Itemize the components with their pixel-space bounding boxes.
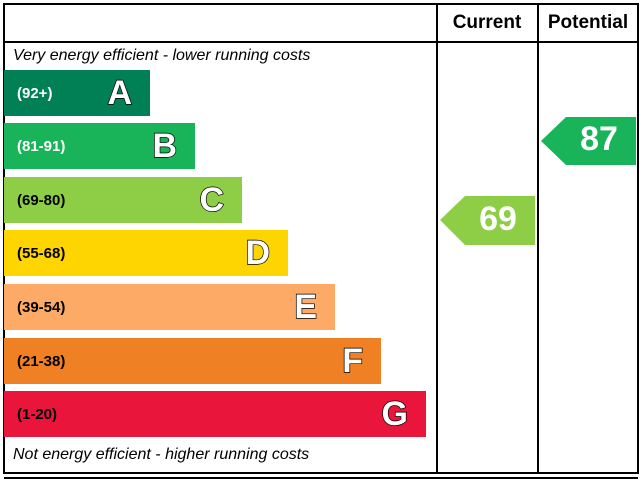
band-letter: B [152, 127, 177, 165]
bands: (92+) A (81-91) B (69-80) C (55-68) D (39-54) E (2… [4, 70, 426, 437]
bottom-note: Not energy efficient - higher running co… [13, 446, 309, 463]
band-letter: E [294, 288, 317, 326]
band-range: (92+) [17, 85, 52, 102]
frame [3, 3, 639, 479]
band-bar [4, 338, 381, 384]
band-range: (55-68) [17, 245, 65, 262]
arrow-shape [541, 117, 636, 165]
band-letter: G [382, 395, 408, 433]
band-bar [4, 70, 150, 116]
band-range: (1-20) [17, 406, 57, 423]
potential-arrow: 87 [541, 117, 636, 165]
band-bar [4, 123, 195, 169]
band-letter: F [342, 342, 363, 380]
top-note: Very energy efficient - lower running co… [13, 47, 310, 64]
potential-header: Potential [548, 12, 628, 33]
band-bar [4, 230, 288, 276]
band-letter: A [107, 74, 132, 112]
band-letter: D [245, 234, 270, 272]
band-range: (39-54) [17, 299, 65, 316]
current-arrow: 69 [440, 196, 535, 245]
band-range: (21-38) [17, 353, 65, 370]
band-letter: C [199, 181, 224, 219]
arrow-shape [440, 196, 535, 245]
current-score: 69 [479, 200, 517, 238]
band-bar [4, 177, 242, 223]
band-bar [4, 284, 335, 330]
band-range: (69-80) [17, 192, 65, 209]
band-range: (81-91) [17, 138, 65, 155]
current-header: Current [453, 12, 522, 33]
potential-score: 87 [580, 120, 618, 158]
band-bar [4, 391, 426, 437]
